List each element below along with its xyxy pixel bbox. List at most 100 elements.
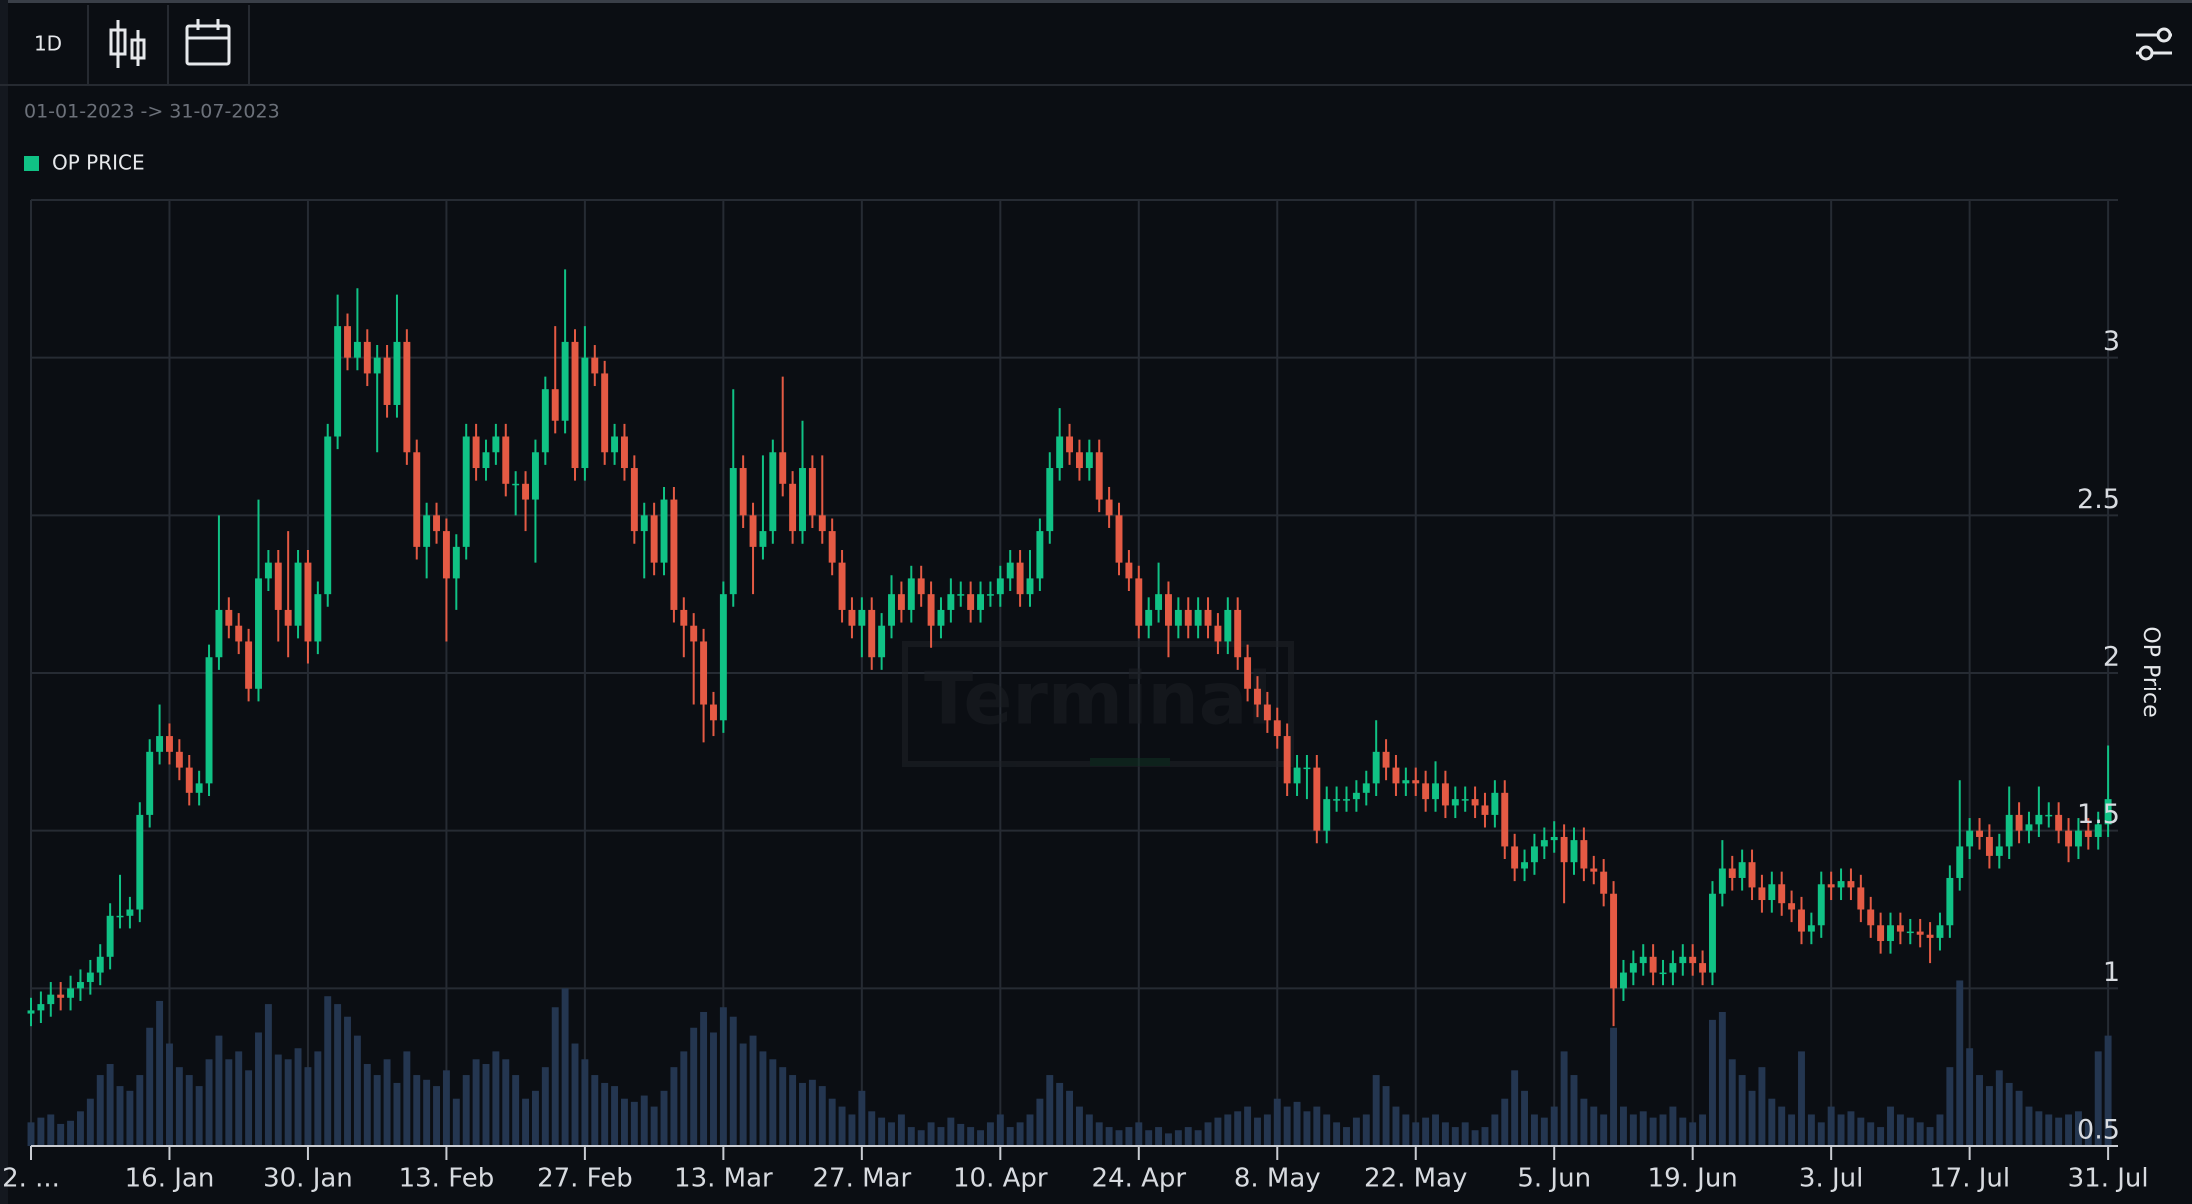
candle-body: [334, 326, 342, 437]
candle-body: [1372, 751, 1380, 784]
candle-body: [1511, 846, 1519, 869]
icon-stroke: [2138, 45, 2154, 61]
candle-body: [1768, 884, 1776, 901]
candle-body: [1946, 877, 1954, 926]
candle-body: [1985, 836, 1993, 856]
volume-bar: [1580, 1098, 1588, 1146]
y-tick-label: 3: [2103, 326, 2120, 357]
candle-body: [304, 562, 312, 642]
volume-bar: [373, 1075, 381, 1146]
candle-body: [1837, 881, 1845, 888]
candle-body: [838, 562, 846, 610]
volume-bar: [927, 1122, 935, 1146]
candle-body: [1560, 836, 1568, 863]
candle-body: [1709, 893, 1716, 973]
candle-body: [1184, 609, 1192, 626]
volume-bar: [2045, 1114, 2053, 1146]
candle-body: [1273, 720, 1281, 737]
volume-bar: [1372, 1075, 1380, 1146]
candle-body: [1432, 783, 1439, 800]
volume-bar: [967, 1127, 975, 1146]
volume-bar: [1837, 1114, 1845, 1146]
volume-bar: [37, 1117, 45, 1146]
volume-bar: [1214, 1117, 1222, 1146]
candle-body: [1728, 868, 1736, 878]
watermark: Terminal: [902, 641, 1294, 767]
date-picker-button[interactable]: [185, 19, 231, 66]
candle-body: [1788, 903, 1796, 910]
candle-body: [225, 609, 233, 626]
volume-bar: [1748, 1090, 1756, 1146]
candle-body: [1244, 657, 1252, 689]
x-tick-label: 22. May: [1364, 1164, 1467, 1194]
volume-bar: [759, 1051, 767, 1146]
volume-bar: [660, 1090, 668, 1146]
volume-bar: [541, 1067, 549, 1146]
settings-button[interactable]: [2136, 27, 2172, 61]
top-border: [0, 0, 2192, 3]
volume-bar: [1491, 1114, 1499, 1146]
candle-body: [1362, 783, 1370, 793]
chart-type-button[interactable]: [109, 20, 146, 68]
candle-body: [1699, 963, 1707, 973]
candle-body: [1352, 792, 1360, 800]
volume-bar: [1738, 1075, 1746, 1146]
volume-bar: [1619, 1106, 1627, 1146]
candle-body: [423, 515, 431, 547]
candle-body: [235, 625, 243, 642]
volume-bar: [947, 1117, 955, 1146]
volume-bar: [749, 1035, 757, 1146]
volume-bar: [284, 1059, 292, 1146]
candle-body: [1540, 840, 1548, 847]
candle-body: [1798, 909, 1805, 932]
volume-bar: [2104, 1035, 2112, 1146]
legend-label[interactable]: OP PRICE: [52, 151, 145, 175]
volume-bar: [620, 1098, 628, 1146]
volume-bar: [195, 1086, 203, 1146]
volume-bar: [1718, 1011, 1726, 1146]
candle-body: [37, 1004, 45, 1011]
volume-bar: [1471, 1130, 1479, 1146]
volume-bar: [344, 1016, 351, 1146]
candle-body: [828, 531, 836, 563]
candle-body: [620, 436, 628, 469]
x-tick-label: 30. Jan: [263, 1164, 353, 1194]
volume-bar: [1283, 1106, 1291, 1146]
y-axis-title: OP Price: [2138, 626, 2163, 717]
volume-bar: [423, 1079, 431, 1146]
volume-bar: [1273, 1098, 1281, 1146]
candle-body: [294, 562, 302, 626]
volume-bar: [868, 1111, 876, 1146]
volume-bar: [1827, 1106, 1835, 1146]
volume-bar: [680, 1051, 688, 1146]
volume-bar: [1916, 1122, 1924, 1146]
candle-body: [146, 751, 154, 815]
candle-body: [601, 373, 609, 453]
candle-body: [957, 594, 965, 596]
candle-body: [1689, 956, 1697, 964]
candle-body: [1234, 609, 1242, 658]
candle-body: [1105, 499, 1113, 516]
volume-bar: [1887, 1106, 1894, 1146]
volume-bar: [1511, 1070, 1519, 1146]
volume-bar: [57, 1123, 65, 1146]
candle-body: [1412, 780, 1420, 784]
candle-body: [719, 594, 727, 721]
candle-body: [1194, 609, 1202, 626]
candle-body: [561, 341, 569, 421]
candle-body: [858, 609, 866, 626]
volume-bar: [442, 1070, 450, 1146]
volume-bar: [878, 1117, 886, 1146]
candle-body: [986, 594, 994, 596]
volume-bar: [1194, 1130, 1202, 1146]
volume-bar: [2005, 1082, 2013, 1146]
candle-body: [1778, 884, 1786, 904]
volume-bar: [1145, 1130, 1153, 1146]
interval-button[interactable]: 1D: [34, 32, 62, 56]
volume-bar: [1669, 1106, 1677, 1146]
candle-body: [1956, 846, 1964, 878]
volume-bar: [1501, 1098, 1509, 1146]
candle-body: [1877, 925, 1885, 942]
candle-body: [482, 452, 490, 469]
icon-stroke: [2156, 27, 2172, 43]
